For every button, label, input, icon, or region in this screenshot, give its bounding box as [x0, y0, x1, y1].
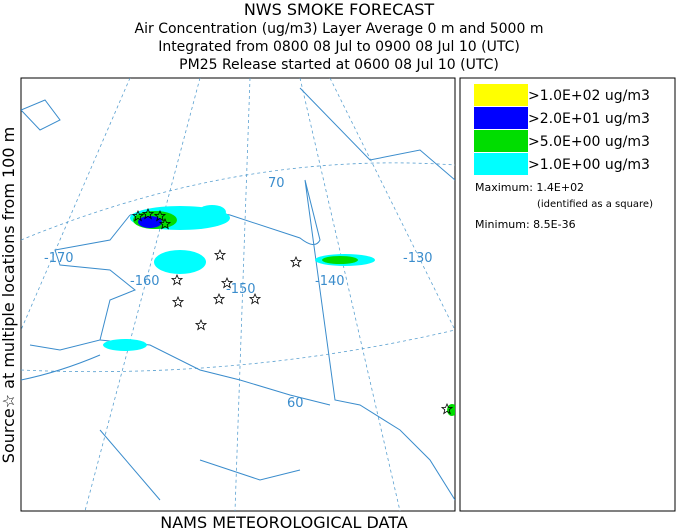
legend-label: >5.0E+00 ug/m3: [528, 134, 650, 150]
parallel: [21, 162, 455, 241]
meridian: [299, 78, 401, 511]
meridian: [234, 78, 251, 511]
coastline: [21, 87, 455, 381]
title: NWS SMOKE FORECAST: [244, 0, 435, 19]
minimum: Minimum: 8.5E-36: [475, 218, 576, 231]
grid-label: -150: [226, 282, 256, 297]
grid-label: 60: [287, 396, 304, 411]
grid-label: -160: [130, 274, 160, 289]
maximum: Maximum: 1.4E+02: [475, 181, 584, 194]
smoke-plume: [103, 205, 455, 416]
parallel: [21, 329, 455, 373]
subtitle: Air Concentration (ug/m3) Layer Average …: [135, 21, 544, 37]
legend-swatch: [474, 130, 528, 152]
grid-label: -170: [44, 251, 74, 266]
meridian: [21, 78, 131, 331]
legend-swatch: [474, 153, 528, 175]
map: 70 -170 -160 -150 -140 -130 60: [20, 77, 456, 512]
maximum-note: (identified as a square): [537, 199, 653, 210]
legend-label: >1.0E+00 ug/m3: [528, 157, 650, 173]
legend-swatch: [474, 84, 528, 106]
grid-label: -140: [315, 274, 345, 289]
subtitle: Integrated from 0800 08 Jul to 0900 08 J…: [158, 39, 520, 55]
legend-label: >2.0E+01 ug/m3: [528, 111, 650, 127]
footer: NAMS METEOROLOGICAL DATA: [160, 513, 408, 532]
map-frame: [20, 77, 456, 512]
grid-label: -130: [403, 251, 433, 266]
meridian: [329, 78, 455, 331]
meridian: [84, 78, 201, 511]
coastline: [99, 429, 301, 501]
legend: Maximum: 1.4E+02 (identified as a square…: [459, 77, 676, 512]
subtitle: PM25 Release started at 0600 08 Jul 10 (…: [179, 57, 499, 73]
legend-swatch: [474, 107, 528, 129]
grid-label: 70: [268, 176, 285, 191]
legend-label: >1.0E+02 ug/m3: [528, 88, 650, 104]
side-label: Source☆ at multiple locations from 100 m: [0, 127, 18, 463]
